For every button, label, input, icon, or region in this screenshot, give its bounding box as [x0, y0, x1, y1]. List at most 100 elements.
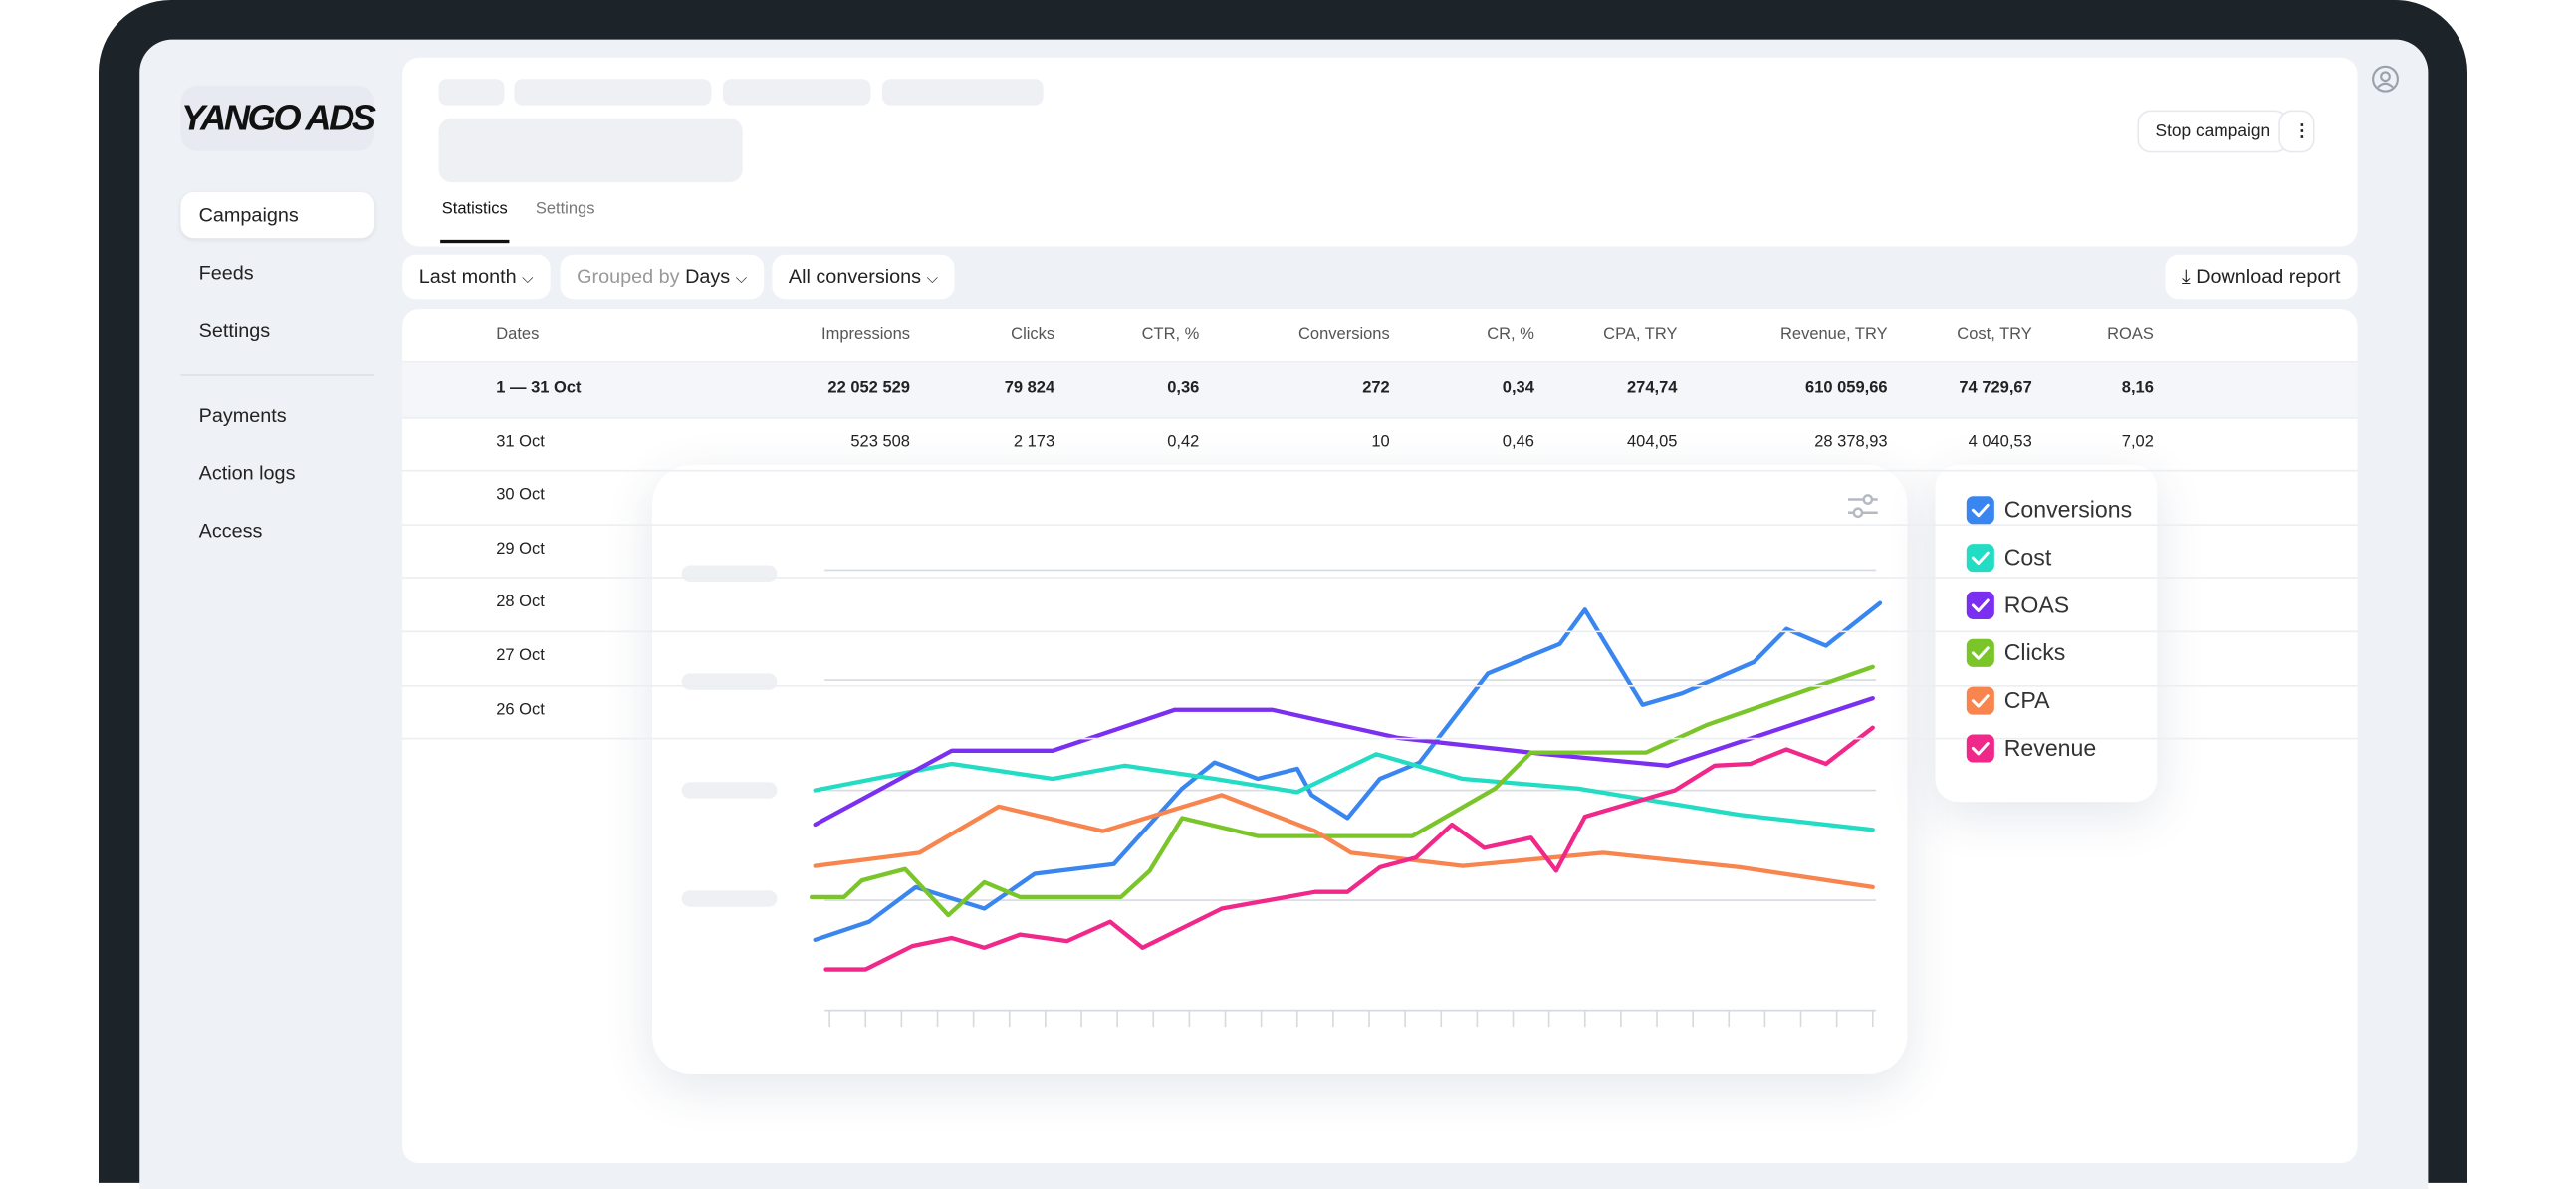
table-cell: 0,34 — [1502, 379, 1534, 398]
column-header: Dates — [496, 325, 540, 344]
check-icon — [1971, 551, 1990, 566]
download-button[interactable]: ⤓ Download report — [2165, 254, 2357, 300]
table-cell: 0,46 — [1502, 432, 1534, 452]
column-header: Clicks — [1011, 325, 1055, 344]
table-cell: 0,36 — [1167, 379, 1200, 398]
placeholder — [681, 890, 778, 907]
placeholder — [438, 118, 743, 183]
placeholder — [514, 79, 712, 106]
nav-separator — [180, 374, 375, 376]
row-divider — [402, 416, 2358, 419]
legend-checkbox[interactable] — [1966, 686, 1994, 715]
series-line — [813, 752, 1875, 832]
period: Last month — [418, 264, 517, 288]
table-cell: 610 059,66 — [1805, 379, 1888, 398]
row-divider — [402, 630, 2358, 633]
table-cell: 28 Oct — [496, 594, 545, 612]
nav-item[interactable]: Action logs — [198, 461, 296, 485]
table-cell: 30 Oct — [496, 486, 545, 505]
table-cell: 22 052 529 — [827, 379, 910, 398]
check-icon — [1971, 646, 1990, 660]
table-cell: 274,74 — [1626, 379, 1678, 398]
table-cell: 7,02 — [2121, 432, 2154, 452]
check-mark — [1971, 551, 1990, 566]
row-divider — [402, 577, 2358, 580]
legend-label[interactable]: Clicks — [2003, 638, 2066, 666]
series-line — [813, 696, 1875, 828]
legend-checkbox[interactable] — [1966, 638, 1994, 667]
page: {"sidebar": {"logo": "YANGO ADS", "nav":… — [98, 0, 2467, 1189]
legend-label[interactable]: Revenue — [2003, 734, 2097, 761]
conversions-select[interactable]: All conversions ⌵ — [772, 254, 955, 300]
table-cell: 31 Oct — [496, 432, 545, 452]
column-header: ROAS — [2107, 325, 2154, 344]
placeholder — [881, 79, 1044, 106]
screenshot: YANGO ADS Statistics Settings Stop campa… — [98, 0, 2467, 1189]
header-divider — [402, 360, 2358, 363]
check-mark — [1971, 694, 1990, 708]
tab[interactable]: Statistics — [441, 200, 508, 219]
row-divider — [402, 523, 2358, 526]
download: Download report — [2196, 264, 2341, 288]
nav-item[interactable]: Payments — [198, 403, 287, 427]
chart-card — [651, 464, 1908, 1074]
chart-settings-icon[interactable] — [1846, 491, 1879, 521]
column-header: Cost, TRY — [1957, 325, 2032, 344]
nav-item[interactable]: Access — [198, 519, 263, 543]
profile-icon[interactable] — [2371, 64, 2401, 94]
more-button[interactable]: ⋮ — [2279, 112, 2313, 151]
stop-button[interactable]: Stop campaign — [2139, 112, 2287, 151]
row-divider — [402, 470, 2358, 472]
tab-underline — [440, 239, 510, 244]
table-cell: 1 — 31 Oct — [496, 379, 582, 398]
table-cell: 2 173 — [1013, 432, 1055, 452]
legend-checkbox[interactable] — [1966, 734, 1994, 763]
table-cell: 29 Oct — [496, 540, 545, 559]
table-cell: 8,16 — [2121, 379, 2154, 398]
check-mark — [1971, 503, 1990, 518]
table-cell: 4 040,53 — [1968, 432, 2032, 452]
legend-checkbox[interactable] — [1966, 544, 1994, 573]
legend-checkbox[interactable] — [1966, 591, 1994, 619]
line-chart — [809, 569, 1883, 1028]
check-icon — [1971, 694, 1990, 708]
series-line — [813, 793, 1875, 890]
legend-label[interactable]: Conversions — [2003, 496, 2133, 523]
tab[interactable]: Settings — [535, 200, 595, 219]
check-icon — [1971, 742, 1990, 756]
logo[interactable]: YANGO ADS — [180, 85, 376, 151]
period-select[interactable]: Last month ⌵ — [402, 254, 550, 300]
group-value: Days — [685, 264, 731, 288]
nav-item[interactable]: Settings — [198, 319, 271, 343]
table-cell: 404,05 — [1626, 432, 1678, 452]
conversions: All conversions — [788, 264, 922, 288]
table-cell: 0,42 — [1167, 432, 1200, 452]
check-mark — [1971, 598, 1990, 612]
series-line — [823, 725, 1875, 972]
legend-label[interactable]: CPA — [2003, 686, 2050, 714]
series-line — [809, 664, 1875, 918]
row-divider — [402, 684, 2358, 686]
column-header: Conversions — [1298, 325, 1390, 344]
column-header: Impressions — [821, 325, 910, 344]
check-mark — [1971, 742, 1990, 756]
total-row-bg — [402, 362, 2358, 417]
column-header: CPA, TRY — [1603, 325, 1678, 344]
legend-label[interactable]: Cost — [2003, 544, 2052, 571]
table-cell: 272 — [1362, 379, 1390, 398]
legend-checkbox[interactable] — [1966, 496, 1994, 525]
nav-item[interactable]: Feeds — [198, 261, 254, 285]
check-icon — [1971, 598, 1990, 612]
table-cell: 28 378,93 — [1814, 432, 1888, 452]
legend-label[interactable]: ROAS — [2003, 591, 2070, 618]
group-select[interactable]: Grouped by Days ⌵ — [560, 254, 764, 300]
placeholder — [722, 79, 871, 106]
placeholder — [438, 79, 505, 106]
row-divider — [402, 738, 2358, 740]
table-cell: 523 508 — [850, 432, 910, 452]
table-cell: 10 — [1371, 432, 1390, 452]
group-label: Grouped by — [577, 264, 680, 288]
nav-item[interactable]: Campaigns — [180, 192, 375, 239]
table-cell: 79 824 — [1004, 379, 1055, 398]
column-header: CTR, % — [1141, 325, 1200, 344]
